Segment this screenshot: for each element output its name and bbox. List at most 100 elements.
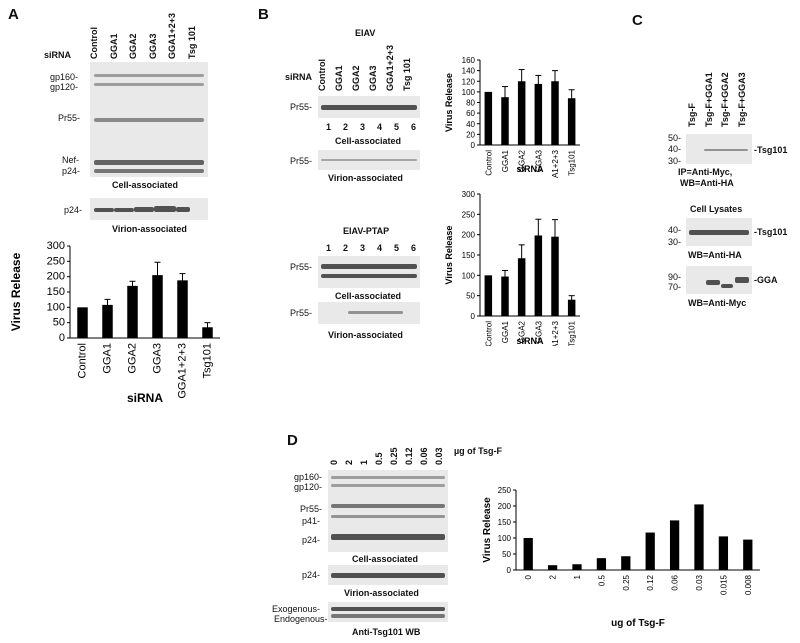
marker-exogenous: Exogenous- xyxy=(272,604,321,614)
a-lane-0: Control xyxy=(89,27,99,59)
marker-p24-virion-d: p24- xyxy=(302,570,321,580)
blot-b-cell xyxy=(318,96,420,118)
bar xyxy=(551,81,559,145)
band-tsg101-ip: -Tsg101 xyxy=(754,145,788,155)
mw-40-c2: 40- xyxy=(668,225,682,235)
d-lane-2: 1 xyxy=(359,459,369,465)
caption-virion-b2: Virion-associated xyxy=(328,330,403,340)
caption-virion-b1: Virion-associated xyxy=(328,173,403,183)
marker-p41-d: p41- xyxy=(302,516,321,526)
y-tick-label: 140 xyxy=(462,67,476,76)
sirna-label-a: siRNA xyxy=(44,50,72,60)
marker-pr55-b1: Pr55- xyxy=(290,102,313,112)
x-tick-label: GGA1+2+3 xyxy=(551,320,560,346)
x-tick-label: Tsg101 xyxy=(568,320,577,346)
blot-b2-cell xyxy=(318,256,420,288)
bar xyxy=(645,532,655,570)
d-lane-4: 0.25 xyxy=(389,447,399,465)
x-tick-label: GGA1 xyxy=(102,343,114,374)
y-tick-label: 250 xyxy=(47,255,65,267)
caption-virion-a: Virion-associated xyxy=(112,224,187,234)
x-tick-label: GGA3 xyxy=(152,343,164,374)
marker-pr55-b3: Pr55- xyxy=(290,262,313,272)
caption-cell-d: Cell-associated xyxy=(352,554,419,564)
x-tick-label: GGA1 xyxy=(501,149,510,172)
a-lane-1: GGA1 xyxy=(108,33,119,59)
a-lane-3: GGA3 xyxy=(147,33,158,59)
blot-a-cell xyxy=(90,62,208,177)
mw-40-c: 40- xyxy=(668,144,682,154)
y-tick-label: 200 xyxy=(498,502,512,511)
bar xyxy=(669,520,680,570)
y-tick-label: 100 xyxy=(47,301,65,313)
y-tick-label: 100 xyxy=(462,88,476,97)
title-eiav-ptap: EIAV-PTAP xyxy=(343,226,390,236)
b2-num-5: 6 xyxy=(411,243,417,253)
bar xyxy=(177,280,188,338)
blot-d-tsg101 xyxy=(328,602,448,622)
c-lane-1: Tsg-F+GGA1 xyxy=(703,72,714,127)
y-tick-label: 100 xyxy=(462,271,476,280)
x-tick-label: GGA2 xyxy=(518,149,527,172)
marker-gp160-d: gp160- xyxy=(294,472,323,482)
marker-p24-virion-a: p24- xyxy=(64,205,83,215)
y-axis-label: Virus Release xyxy=(444,73,454,132)
bar xyxy=(743,539,753,570)
x-tick-label: GGA1 xyxy=(501,320,510,343)
y-tick-label: 80 xyxy=(466,99,475,108)
caption-virion-d: Virion-associated xyxy=(344,588,419,598)
x-tick-label: Tsg101 xyxy=(568,149,577,175)
bar xyxy=(694,504,704,570)
d-lane-0: 0 xyxy=(329,459,339,465)
bar xyxy=(567,299,576,316)
c-lane-0: Tsg-F xyxy=(687,103,697,127)
marker-gp120-a: gp120- xyxy=(50,82,79,92)
mw-90-c: 90- xyxy=(668,272,682,282)
bar xyxy=(501,97,509,145)
x-tick-label: 0.5 xyxy=(597,574,606,586)
y-tick-label: 200 xyxy=(47,271,65,283)
x-tick-label: Control xyxy=(77,343,89,378)
y-tick-label: 160 xyxy=(462,56,476,65)
b1-num-3: 4 xyxy=(377,122,383,132)
y-tick-label: 0 xyxy=(59,332,65,344)
bar xyxy=(534,235,543,316)
d-lane-3: 0.5 xyxy=(374,452,384,465)
band-gga: -GGA xyxy=(754,275,778,285)
x-tick-label: GGA2 xyxy=(518,320,527,343)
y-tick-label: 100 xyxy=(498,534,512,543)
x-tick-label: Tsg101 xyxy=(202,343,214,378)
bar xyxy=(517,258,526,316)
b2-num-4: 5 xyxy=(394,243,400,253)
x-tick-label: 1 xyxy=(573,574,582,579)
bar xyxy=(202,327,213,338)
blot-c-lys2 xyxy=(686,266,752,294)
caption-ip-2: WB=Anti-HA xyxy=(680,178,734,188)
b1-num-4: 5 xyxy=(394,122,400,132)
x-tick-label: 0.015 xyxy=(719,574,728,595)
b1-num-0: 1 xyxy=(326,122,332,132)
caption-cell-b1: Cell-associated xyxy=(335,136,402,146)
x-tick-label: 0 xyxy=(524,574,533,579)
bar xyxy=(523,538,533,570)
bar xyxy=(534,83,543,145)
bar xyxy=(501,276,509,316)
bar xyxy=(152,275,163,338)
caption-lys2: WB=Anti-Myc xyxy=(688,298,747,308)
y-tick-label: 250 xyxy=(462,210,476,219)
blot-c-ip xyxy=(686,134,752,164)
marker-p24-d: p24- xyxy=(302,535,321,545)
bar xyxy=(567,98,576,145)
marker-pr55-b4: Pr55- xyxy=(290,308,313,318)
x-tick-label: GGA3 xyxy=(534,149,543,172)
band-tsg101-lys: -Tsg101 xyxy=(754,227,788,237)
c-lane-2: Tsg-F+GGA2 xyxy=(720,72,730,127)
d-lane-1: 2 xyxy=(344,459,354,465)
chart-a: 0 50 100 150 200 250 300 Control GGA1 GGA2 GGA3 GGA… xyxy=(9,240,220,405)
bar xyxy=(484,91,493,145)
bar xyxy=(718,536,729,570)
x-tick-label: GGA2 xyxy=(127,343,139,374)
y-tick-label: 200 xyxy=(462,231,476,240)
title-eiav: EIAV xyxy=(355,28,376,38)
